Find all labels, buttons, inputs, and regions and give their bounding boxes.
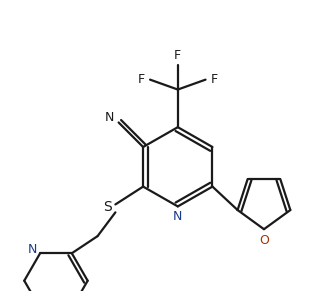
Text: N: N [28,243,37,256]
Text: N: N [173,210,182,223]
Text: F: F [211,73,218,86]
Text: N: N [105,111,114,124]
Text: S: S [103,200,112,214]
Text: O: O [259,234,269,247]
Text: F: F [138,73,145,86]
Text: F: F [174,49,181,62]
